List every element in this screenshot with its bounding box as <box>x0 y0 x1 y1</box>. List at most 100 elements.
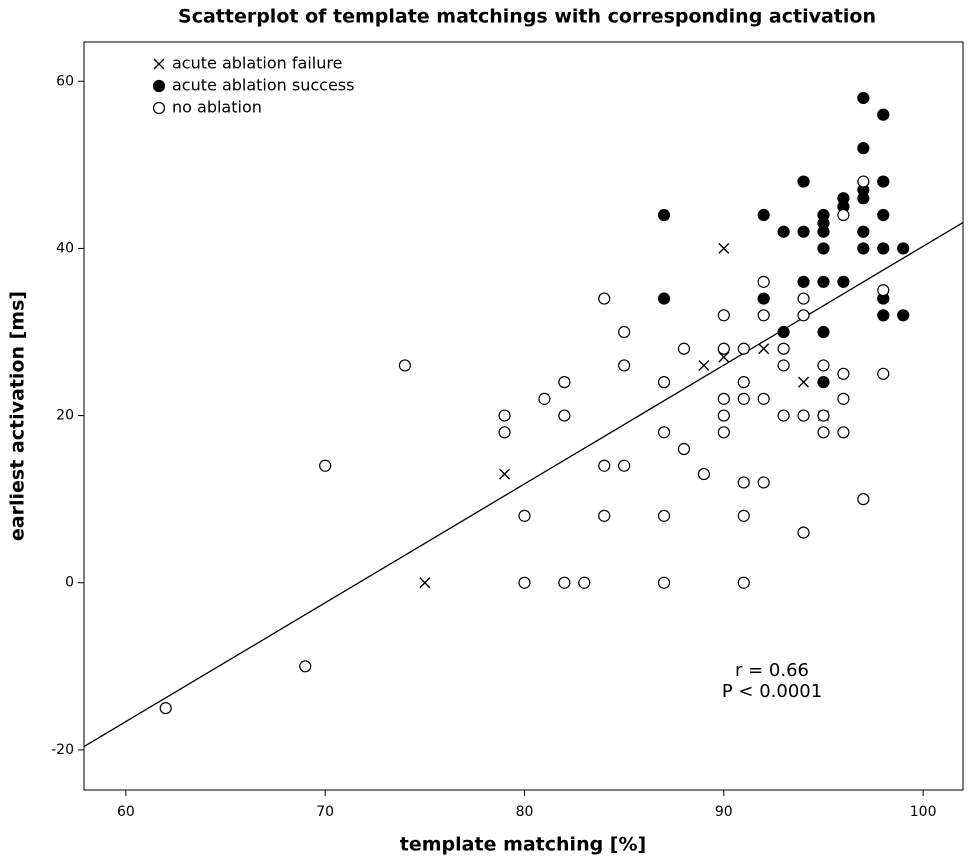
point <box>558 409 571 422</box>
point <box>657 509 671 522</box>
chart-title: Scatterplot of template matchings with c… <box>178 6 876 28</box>
x-tick-label: 100 <box>910 804 937 820</box>
point <box>797 309 810 322</box>
y-tick-label: -20 <box>51 742 74 758</box>
point <box>618 325 631 339</box>
legend-marker <box>153 58 165 70</box>
point <box>757 275 770 288</box>
point <box>757 208 770 222</box>
point <box>857 225 870 238</box>
point <box>657 576 671 589</box>
point <box>817 359 830 372</box>
point <box>657 376 671 389</box>
legend-marker <box>152 101 166 115</box>
point <box>797 175 810 188</box>
y-tick-label: 0 <box>65 575 74 591</box>
point <box>538 392 551 405</box>
point <box>797 275 810 288</box>
point <box>877 367 890 380</box>
point <box>877 242 890 255</box>
point <box>717 426 730 439</box>
x-tick-label: 90 <box>715 804 733 820</box>
x-tick-label: 80 <box>516 804 534 820</box>
annotation: P < 0.0001 <box>722 681 822 702</box>
point <box>717 342 730 355</box>
point <box>698 359 710 371</box>
y-tick-label: 20 <box>56 408 74 424</box>
y-tick-label: 60 <box>56 73 74 89</box>
point <box>817 225 830 238</box>
point <box>817 275 830 288</box>
point <box>717 392 730 405</box>
point <box>737 576 750 589</box>
point <box>618 359 631 372</box>
point <box>857 142 870 155</box>
point <box>798 376 810 388</box>
point <box>498 426 511 439</box>
point <box>319 459 332 472</box>
point <box>657 292 671 305</box>
point <box>677 342 691 355</box>
point <box>757 392 770 405</box>
legend-marker <box>152 79 166 93</box>
point <box>159 701 172 715</box>
point <box>777 225 790 238</box>
point <box>857 192 870 205</box>
point <box>578 576 591 589</box>
legend-label: acute ablation success <box>172 76 354 95</box>
point <box>518 576 531 589</box>
y-axis-label: earliest activation [ms] <box>7 291 29 541</box>
legend-label: no ablation <box>172 98 262 117</box>
plot-frame <box>83 41 964 791</box>
point <box>737 376 750 389</box>
point <box>777 325 790 339</box>
point <box>837 367 850 380</box>
point <box>677 442 691 456</box>
point <box>657 426 671 439</box>
point <box>717 309 730 322</box>
point <box>498 409 511 422</box>
point <box>877 309 890 322</box>
point <box>817 409 830 422</box>
point <box>558 376 571 389</box>
point <box>518 509 531 522</box>
point <box>877 208 890 222</box>
point <box>737 342 750 355</box>
fit-line <box>83 221 964 748</box>
point <box>817 325 830 339</box>
x-tick-label: 70 <box>316 804 334 820</box>
point <box>857 91 870 105</box>
point <box>419 577 431 589</box>
point <box>817 426 830 439</box>
point <box>797 225 810 238</box>
point <box>718 242 730 254</box>
point <box>817 242 830 255</box>
point <box>897 309 910 322</box>
point <box>857 242 870 255</box>
point <box>837 392 850 405</box>
y-tick-label: 40 <box>56 240 74 256</box>
annotation: r = 0.66 <box>735 660 809 681</box>
point <box>499 468 511 480</box>
point <box>857 175 870 188</box>
point <box>877 284 890 297</box>
point <box>737 392 750 405</box>
point <box>777 359 790 372</box>
point <box>737 476 750 489</box>
point <box>758 343 770 355</box>
legend-label: acute ablation failure <box>172 54 342 73</box>
point <box>657 208 671 222</box>
point <box>797 292 810 305</box>
point <box>877 175 890 188</box>
point <box>737 509 750 522</box>
point <box>837 208 850 222</box>
point <box>837 426 850 439</box>
point <box>757 476 770 489</box>
point <box>777 409 790 422</box>
point <box>618 459 631 472</box>
x-axis-label: template matching [%] <box>400 834 646 856</box>
point <box>598 459 611 472</box>
point <box>817 376 830 389</box>
point <box>558 576 571 589</box>
